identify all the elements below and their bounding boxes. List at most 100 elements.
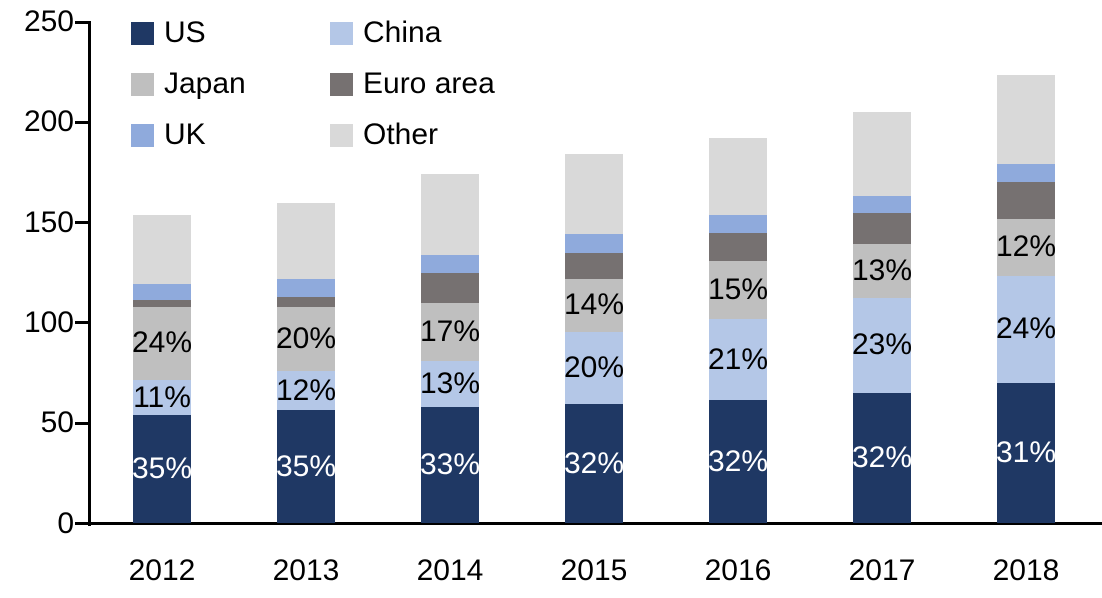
y-tick-mark	[75, 522, 88, 525]
bar-segment-us-2017	[853, 393, 911, 524]
bar-segment-japan-2013	[277, 306, 335, 372]
data-label-china-2012: 11%	[133, 380, 191, 414]
bar-segment-china-2018	[997, 275, 1055, 384]
legend-swatch-uk	[131, 123, 154, 147]
bar-segment-uk-2016	[709, 214, 767, 233]
legend-swatch-other	[330, 123, 353, 147]
data-label-china-2016: 21%	[707, 342, 769, 376]
bar-segment-uk-2013	[277, 278, 335, 297]
x-axis-label-2015: 2015	[560, 554, 628, 587]
data-label-us-2013: 35%	[275, 449, 337, 483]
bar-segment-japan-2012	[133, 306, 191, 381]
legend-swatch-us	[131, 21, 154, 45]
legend-item-china: China	[330, 18, 441, 48]
data-label-japan-2014: 17%	[419, 314, 481, 348]
data-label-china-2013: 12%	[275, 373, 337, 407]
bar-segment-us-2018	[997, 383, 1055, 524]
bar-segment-japan-2014	[421, 302, 479, 361]
data-label-japan-2015: 14%	[563, 288, 625, 322]
data-label-us-2012: 35%	[131, 452, 193, 486]
bar-segment-japan-2017	[853, 243, 911, 298]
legend-swatch-euro-area	[330, 72, 353, 96]
data-label-us-2016: 32%	[707, 444, 769, 478]
data-label-japan-2012: 24%	[131, 326, 193, 360]
bar-segment-other-2014	[421, 174, 479, 255]
bar-segment-other-2017	[853, 112, 911, 196]
legend-label-us: US	[164, 16, 206, 49]
y-tick-label: 100	[23, 305, 74, 339]
legend-item-other: Other	[330, 120, 438, 150]
data-label-us-2015: 32%	[563, 446, 625, 480]
legend-item-euro-area: Euro area	[330, 69, 495, 99]
bar-segment-euro-area-2014	[421, 272, 479, 303]
y-tick-label: 200	[23, 105, 74, 139]
bar-segment-euro-area-2015	[565, 252, 623, 279]
bar-segment-euro-area-2016	[709, 232, 767, 261]
x-axis-label-2012: 2012	[128, 554, 196, 587]
legend-swatch-china	[330, 21, 353, 45]
x-axis-label-2017: 2017	[848, 554, 916, 587]
bar-segment-uk-2015	[565, 233, 623, 253]
bar-segment-china-2012	[133, 380, 191, 416]
legend-label-china: China	[363, 16, 442, 49]
bar-segment-other-2015	[565, 154, 623, 234]
data-label-china-2018: 24%	[995, 312, 1057, 346]
legend-item-uk: UK	[131, 120, 206, 150]
y-tick-label: 0	[57, 506, 74, 540]
bar-segment-japan-2016	[709, 260, 767, 319]
data-label-us-2017: 32%	[851, 441, 913, 475]
legend-label-euro-area: Euro area	[363, 67, 495, 100]
bar-segment-other-2013	[277, 202, 335, 279]
bar-segment-china-2016	[709, 318, 767, 401]
legend-swatch-japan	[131, 72, 154, 96]
data-label-japan-2018: 12%	[995, 230, 1057, 264]
data-label-japan-2017: 13%	[851, 253, 913, 287]
y-tick-mark	[75, 120, 88, 124]
bar-segment-china-2017	[853, 297, 911, 394]
data-label-us-2014: 33%	[419, 448, 481, 482]
bar-segment-china-2014	[421, 361, 479, 408]
bar-segment-euro-area-2013	[277, 296, 335, 307]
legend-item-us: US	[131, 18, 206, 48]
bar-segment-euro-area-2012	[133, 299, 191, 307]
bar-segment-us-2016	[709, 400, 767, 524]
x-axis-line	[88, 522, 1102, 525]
bar-segment-us-2013	[277, 410, 335, 524]
legend-label-uk: UK	[164, 118, 206, 151]
bar-segment-us-2015	[565, 404, 623, 524]
y-tick-mark	[75, 20, 88, 24]
legend-label-japan: Japan	[164, 67, 246, 100]
bar-segment-us-2012	[133, 415, 191, 524]
bar-segment-japan-2018	[997, 218, 1055, 276]
bar-segment-other-2018	[997, 75, 1055, 165]
bar-segment-us-2014	[421, 407, 479, 524]
y-tick-label: 250	[23, 5, 74, 38]
bar-segment-uk-2017	[853, 195, 911, 213]
bar-segment-other-2016	[709, 138, 767, 215]
bar-segment-other-2012	[133, 214, 191, 284]
x-axis-label-2018: 2018	[992, 554, 1060, 587]
data-label-china-2014: 13%	[419, 367, 481, 401]
y-axis-line	[88, 21, 91, 526]
bar-segment-euro-area-2018	[997, 182, 1055, 219]
x-axis-label-2013: 2013	[272, 554, 340, 587]
x-axis-label-2016: 2016	[704, 554, 772, 587]
data-label-japan-2016: 15%	[707, 272, 769, 306]
data-label-us-2018: 31%	[995, 436, 1057, 470]
y-tick-mark	[75, 221, 88, 225]
y-tick-label: 50	[40, 406, 74, 440]
bar-segment-china-2015	[565, 331, 623, 405]
bar-segment-china-2013	[277, 371, 335, 411]
y-tick-mark	[75, 421, 88, 425]
bar-segment-uk-2012	[133, 283, 191, 300]
legend-item-japan: Japan	[131, 69, 246, 99]
bar-segment-uk-2014	[421, 254, 479, 273]
bar-segment-euro-area-2017	[853, 212, 911, 244]
x-axis-label-2014: 2014	[416, 554, 484, 587]
bar-segment-uk-2018	[997, 164, 1055, 183]
bar-segment-japan-2015	[565, 278, 623, 332]
data-label-china-2017: 23%	[851, 328, 913, 362]
y-tick-mark	[75, 321, 88, 325]
y-tick-label: 150	[23, 205, 74, 239]
